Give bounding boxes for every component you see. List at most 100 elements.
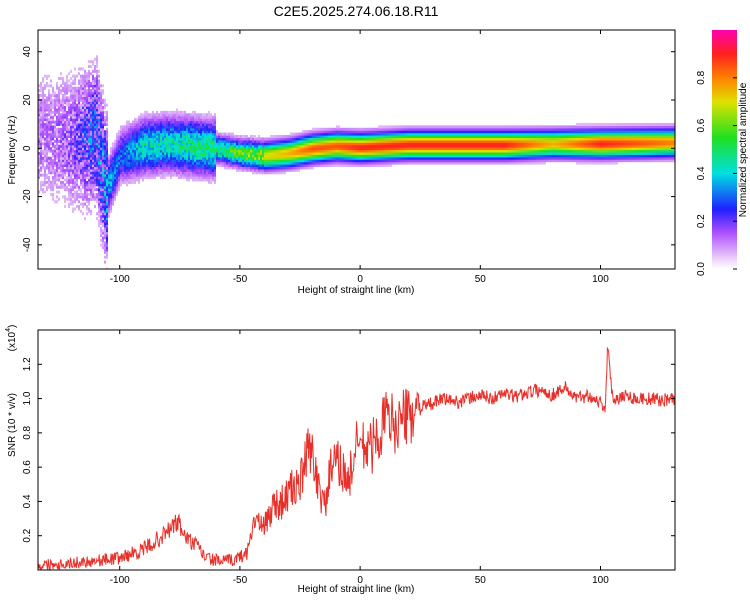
heatmap-cell <box>148 118 150 122</box>
heatmap-cell <box>336 163 338 167</box>
heatmap-cell <box>72 113 74 117</box>
heatmap-cell <box>268 139 270 143</box>
heatmap-cell <box>146 130 148 134</box>
heatmap-cell <box>376 161 378 165</box>
heatmap-cell <box>154 125 156 129</box>
heatmap-cell <box>106 202 108 206</box>
heatmap-cell <box>196 163 198 167</box>
heatmap-cell <box>216 161 218 165</box>
heatmap-cell <box>198 130 200 134</box>
heatmap-cell <box>174 122 176 126</box>
heatmap-cell <box>294 149 296 153</box>
heatmap-cell <box>296 151 298 155</box>
heatmap-cell <box>220 142 222 146</box>
heatmap-cell <box>126 166 128 170</box>
heatmap-cell <box>58 163 60 167</box>
heatmap-cell <box>188 159 190 163</box>
heatmap-cell <box>438 130 440 134</box>
heatmap-cell <box>278 161 280 165</box>
heatmap-cell <box>112 190 114 194</box>
heatmap-cell <box>180 139 182 143</box>
heatmap-cell <box>186 161 188 165</box>
heatmap-cell <box>80 180 82 184</box>
heatmap-cell <box>38 151 40 155</box>
heatmap-cell <box>398 156 400 160</box>
heatmap-cell <box>172 149 174 153</box>
heatmap-cell <box>228 151 230 155</box>
heatmap-cell <box>60 115 62 119</box>
heatmap-cell <box>84 108 86 112</box>
heatmap-cell <box>442 127 444 131</box>
heatmap-cell <box>334 151 336 155</box>
heatmap-cell <box>72 151 74 155</box>
heatmap-cell <box>390 139 392 143</box>
heatmap-cell <box>102 98 104 102</box>
heatmap-cell <box>166 122 168 126</box>
heatmap-cell <box>176 156 178 160</box>
heatmap-cell <box>96 163 98 167</box>
heatmap-cell <box>360 159 362 163</box>
heatmap-cell <box>44 86 46 90</box>
heatmap-cell <box>214 118 216 122</box>
heatmap-cell <box>214 180 216 184</box>
heatmap-cell <box>438 127 440 131</box>
heatmap-cell <box>112 185 114 189</box>
heatmap-cell <box>330 132 332 136</box>
heatmap-cell <box>78 91 80 95</box>
heatmap-cell <box>90 72 92 76</box>
heatmap-cell <box>356 135 358 139</box>
heatmap-cell <box>198 166 200 170</box>
heatmap-cell <box>264 171 266 175</box>
heatmap-cell <box>134 159 136 163</box>
heatmap-cell <box>422 161 424 165</box>
heatmap-cell <box>82 212 84 216</box>
heatmap-cell <box>354 156 356 160</box>
heatmap-cell <box>64 159 66 163</box>
heatmap-cell <box>410 132 412 136</box>
heatmap-cell <box>200 130 202 134</box>
heatmap-cell <box>102 219 104 223</box>
heatmap-cell <box>44 154 46 158</box>
heatmap-cell <box>378 144 380 148</box>
heatmap-cell <box>112 147 114 151</box>
heatmap-cell <box>240 166 242 170</box>
heatmap-cell <box>348 159 350 163</box>
heatmap-cell <box>426 149 428 153</box>
heatmap-cell <box>386 161 388 165</box>
heatmap-cell <box>66 77 68 81</box>
heatmap-cell <box>102 197 104 201</box>
heatmap-cell <box>104 243 106 247</box>
heatmap-cell <box>316 127 318 131</box>
heatmap-cell <box>170 132 172 136</box>
heatmap-cell <box>278 135 280 139</box>
heatmap-cell <box>236 142 238 146</box>
heatmap-cell <box>442 161 444 165</box>
heatmap-cell <box>70 108 72 112</box>
heatmap-cell <box>104 202 106 206</box>
heatmap-cell <box>174 144 176 148</box>
heatmap-cell <box>88 137 90 141</box>
heatmap-cell <box>156 120 158 124</box>
heatmap-cell <box>250 142 252 146</box>
heatmap-cell <box>332 149 334 153</box>
heatmap-cell <box>252 171 254 175</box>
heatmap-cell <box>372 144 374 148</box>
heatmap-cell <box>214 163 216 167</box>
heatmap-cell <box>196 151 198 155</box>
heatmap-cell <box>196 139 198 143</box>
heatmap-cell <box>204 156 206 160</box>
heatmap-cell <box>64 132 66 136</box>
heatmap-cell <box>288 161 290 165</box>
heatmap-cell <box>180 132 182 136</box>
heatmap-cell <box>54 120 56 124</box>
heatmap-cell <box>144 139 146 143</box>
heatmap-cell <box>122 159 124 163</box>
heatmap-cell <box>392 144 394 148</box>
heatmap-cell <box>166 110 168 114</box>
heatmap-cell <box>164 139 166 143</box>
heatmap-cell <box>138 139 140 143</box>
heatmap-cell <box>296 159 298 163</box>
heatmap-cell <box>52 195 54 199</box>
heatmap-cell <box>138 120 140 124</box>
heatmap-cell <box>74 115 76 119</box>
